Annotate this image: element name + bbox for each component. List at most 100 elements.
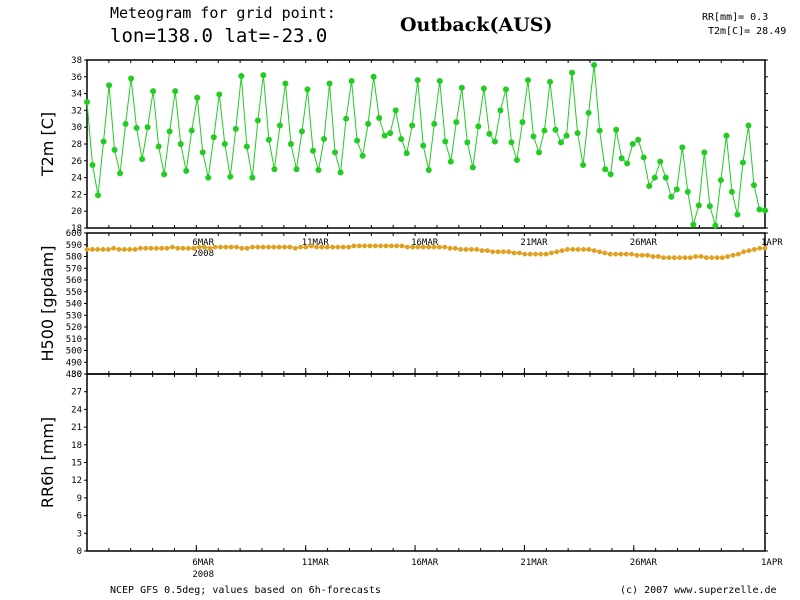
data-point-h500	[324, 244, 330, 250]
data-point-h500	[629, 251, 634, 257]
data-point-h500	[517, 250, 522, 256]
y-tick-label: 9	[77, 494, 82, 504]
data-point-h500	[271, 244, 277, 250]
data-point-t2m	[265, 136, 272, 143]
data-point-h500	[634, 252, 640, 258]
data-point-t2m	[365, 120, 372, 127]
y-tick-label: 34	[71, 90, 82, 100]
y-tick-label: 18	[71, 441, 82, 451]
data-point-t2m	[480, 85, 487, 92]
data-point-h500	[404, 244, 410, 250]
data-point-h500	[650, 254, 656, 259]
data-point-t2m	[122, 120, 129, 127]
data-point-t2m	[243, 143, 250, 150]
data-point-t2m	[216, 91, 223, 98]
data-point-t2m	[651, 174, 658, 181]
data-point-t2m	[679, 144, 686, 151]
data-point-h500	[426, 244, 432, 250]
date-label: 21MAR	[520, 558, 548, 568]
data-point-t2m	[188, 127, 195, 134]
data-point-t2m	[150, 88, 157, 95]
data-point-t2m	[326, 80, 333, 87]
data-point-h500	[95, 247, 101, 252]
data-point-t2m	[508, 139, 515, 146]
data-point-h500	[292, 245, 298, 251]
y-tick-label: 26	[71, 157, 82, 167]
data-point-h500	[340, 244, 346, 250]
data-point-h500	[399, 243, 405, 249]
data-point-t2m	[111, 146, 118, 153]
data-point-t2m	[762, 207, 768, 214]
data-point-h500	[260, 244, 266, 250]
y-axis-title: H500 [gpdam]	[38, 246, 57, 362]
y-tick-label: 600	[66, 229, 82, 239]
data-point-t2m	[519, 119, 526, 126]
data-point-h500	[719, 255, 725, 261]
data-point-t2m	[558, 139, 565, 146]
date-label: 6MAR	[192, 558, 214, 568]
data-point-h500	[468, 247, 474, 252]
data-point-t2m	[497, 107, 504, 114]
data-point-h500	[661, 255, 666, 261]
data-point-t2m	[536, 149, 542, 156]
data-point-h500	[244, 245, 250, 251]
data-point-h500	[575, 247, 581, 252]
data-point-t2m	[706, 203, 713, 210]
data-point-t2m	[635, 136, 642, 143]
panel-rr6h: 0 3 6 9 12 15 18 21 24 27 30 6MAR 11MAR 16MAR 21MAR 26M…	[38, 370, 783, 580]
data-point-t2m	[354, 137, 361, 144]
date-label: 16MAR	[411, 558, 439, 568]
data-point-t2m	[530, 133, 537, 140]
data-point-t2m	[106, 82, 113, 89]
data-point-t2m	[238, 72, 245, 79]
y-tick-label: 12	[71, 476, 82, 486]
data-point-h500	[330, 244, 335, 250]
data-point-h500	[351, 243, 357, 249]
data-point-t2m	[491, 138, 498, 145]
data-point-h500	[501, 249, 506, 255]
data-point-t2m	[585, 109, 592, 116]
data-point-h500	[170, 244, 175, 250]
data-point-t2m	[657, 158, 664, 165]
data-point-h500	[239, 245, 245, 251]
data-point-t2m	[139, 156, 146, 163]
data-point-t2m	[624, 160, 631, 167]
y-tick-label: 550	[66, 288, 82, 298]
data-point-h500	[202, 244, 207, 250]
data-point-h500	[356, 243, 362, 249]
data-point-h500	[335, 244, 341, 250]
data-point-h500	[703, 255, 709, 261]
data-point-t2m	[750, 182, 757, 189]
data-point-h500	[255, 244, 261, 250]
data-point-t2m	[392, 107, 399, 114]
data-point-h500	[484, 248, 490, 254]
y-tick-label: 0	[77, 547, 82, 557]
data-point-h500	[378, 243, 384, 249]
data-point-h500	[223, 244, 229, 250]
data-point-t2m	[381, 132, 388, 139]
data-point-t2m	[332, 149, 339, 156]
data-source-note: NCEP GFS 0.5deg; values based on 6h-fore…	[110, 585, 381, 596]
y-tick-label: 490	[66, 358, 82, 368]
data-point-t2m	[177, 141, 184, 147]
data-point-t2m	[133, 125, 140, 132]
data-point-t2m	[376, 114, 383, 121]
y-tick-label: 18	[71, 224, 82, 234]
y-tick-label: 20	[71, 207, 82, 217]
meteogram-title: Meteogram for grid point:	[110, 4, 336, 22]
data-point-t2m	[541, 127, 548, 134]
data-point-h500	[549, 250, 554, 256]
data-point-h500	[191, 245, 197, 251]
data-point-h500	[639, 252, 645, 258]
data-point-t2m	[271, 166, 278, 173]
data-point-h500	[308, 243, 314, 249]
data-point-t2m	[431, 120, 438, 127]
data-point-h500	[709, 255, 715, 261]
data-point-t2m	[221, 141, 228, 147]
data-point-t2m	[552, 126, 559, 133]
data-point-h500	[741, 249, 747, 255]
data-point-h500	[474, 247, 480, 252]
grid-point-coordinates: lon=138.0 lat=-23.0	[110, 25, 328, 47]
data-point-h500	[394, 243, 400, 249]
data-point-t2m	[734, 211, 741, 218]
